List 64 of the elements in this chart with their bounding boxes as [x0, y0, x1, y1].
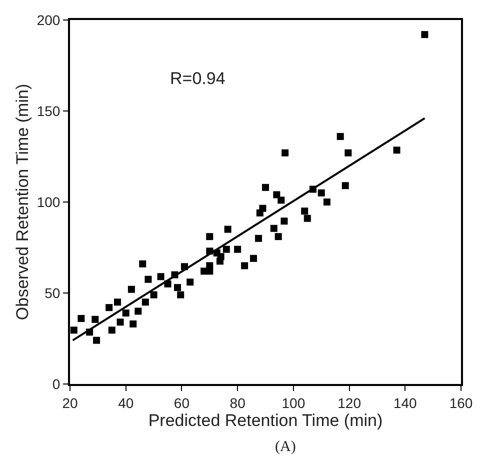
point — [278, 196, 285, 204]
point — [206, 233, 214, 240]
point — [421, 31, 428, 38]
point — [241, 262, 248, 270]
text: (A) — [275, 439, 296, 455]
point — [150, 291, 158, 298]
x-tick-label: 60 — [174, 394, 190, 411]
point — [304, 214, 311, 222]
point — [78, 314, 85, 322]
point — [273, 191, 280, 198]
point — [301, 208, 308, 215]
point — [206, 262, 214, 270]
annotation: R=0.94 — [170, 69, 226, 88]
y-tick-label: 100 — [36, 194, 60, 210]
point — [130, 320, 137, 328]
point — [106, 304, 113, 312]
x-tick-label: 80 — [230, 394, 246, 411]
x-tick-label: 20 — [62, 394, 78, 411]
x-tick-label: 120 — [338, 394, 362, 411]
point — [144, 276, 152, 283]
x-tick-label: 160 — [449, 394, 473, 411]
x-tick-label: 140 — [393, 394, 418, 411]
y-axis-title: Observed Retention Time (min) — [12, 84, 32, 320]
point — [323, 198, 330, 206]
y-tick-label: 50 — [44, 284, 60, 301]
point — [342, 182, 349, 190]
point — [250, 254, 257, 262]
point — [70, 326, 78, 334]
point — [270, 224, 278, 232]
point — [234, 246, 242, 253]
point — [222, 246, 230, 253]
point — [282, 149, 289, 156]
y-tick-label: 150 — [36, 102, 60, 119]
x-tick-label: 40 — [118, 394, 134, 411]
point — [139, 260, 146, 268]
point — [128, 286, 135, 293]
x-axis-title: Predicted Retention Time (min) — [148, 410, 383, 430]
point — [157, 273, 164, 280]
point — [108, 326, 116, 334]
point — [93, 336, 100, 344]
point — [142, 298, 149, 306]
point — [336, 132, 344, 140]
point — [318, 189, 325, 196]
point — [186, 278, 194, 286]
point — [256, 209, 264, 216]
point — [262, 184, 269, 191]
point — [393, 146, 400, 154]
y-tick-label: 200 — [36, 12, 60, 28]
point — [174, 284, 182, 292]
point — [200, 268, 208, 275]
point — [92, 316, 99, 323]
point — [134, 308, 142, 315]
y-tick-label: 0 — [52, 376, 60, 392]
point — [116, 318, 124, 326]
point — [274, 233, 282, 240]
point — [217, 253, 224, 260]
x-tick-label: 100 — [282, 394, 306, 411]
point — [280, 218, 288, 225]
point — [224, 226, 232, 233]
point — [255, 234, 262, 242]
point — [122, 310, 130, 317]
point — [177, 291, 184, 298]
point — [344, 149, 352, 156]
point — [114, 298, 121, 306]
